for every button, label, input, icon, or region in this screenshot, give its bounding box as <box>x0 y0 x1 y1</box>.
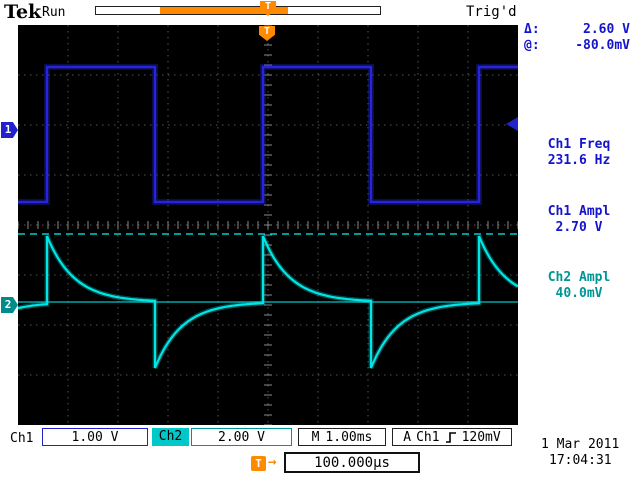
trigger-source: Ch1 <box>416 429 440 445</box>
measurement-value: 231.6 Hz <box>547 153 611 168</box>
center-horizontal-axis-ticks <box>17 221 519 229</box>
trigger-position-marker-record[interactable]: T <box>260 1 276 16</box>
measurement-ch2-ampl: Ch2 Ampl 40.0mV <box>520 270 638 302</box>
rising-slope-icon <box>445 432 456 443</box>
ch1-trace[interactable] <box>18 65 518 204</box>
cursor-readout: Δ: 2.60 V @: -80.0mV <box>524 22 630 54</box>
delay-arrow-icon: → <box>268 454 277 470</box>
tek-logo: Tek <box>4 1 42 23</box>
cursor-delta-row: Δ: 2.60 V <box>524 22 630 38</box>
graticule-svg <box>17 24 520 426</box>
ch1-ground-marker[interactable]: 1 <box>1 122 18 138</box>
ch1-label: Ch1 <box>10 431 34 446</box>
ch1-scale-value: 1.00 V <box>71 429 119 445</box>
ch2-ground-marker[interactable]: 2 <box>1 297 18 313</box>
cursor-at-value: -80.0mV <box>575 38 630 53</box>
record-view-window[interactable] <box>160 7 288 14</box>
measurement-label: Ch2 Ampl <box>547 270 611 285</box>
trigger-readout[interactable]: A Ch1 120mV <box>392 428 512 446</box>
trigger-marker-letter: T <box>264 1 272 12</box>
measurement-value: 2.70 V <box>555 220 603 235</box>
ch2-label[interactable]: Ch2 <box>152 428 189 446</box>
trigger-delay-value: 100.000µs <box>314 454 390 471</box>
clock-readout: 17:04:31 <box>549 453 612 468</box>
measurement-label: Ch1 Freq <box>547 137 611 152</box>
delay-trigger-icon: T <box>251 456 266 471</box>
measurement-label: Ch1 Ampl <box>547 204 611 219</box>
ch2-scale-value: 2.00 V <box>218 429 265 445</box>
cursor-at-label: @: <box>524 38 540 53</box>
trigger-level-value: 120mV <box>461 429 501 445</box>
measurement-ch1-freq: Ch1 Freq 231.6 Hz <box>520 137 638 169</box>
trigger-delay-readout[interactable]: 100.000µs <box>284 452 420 473</box>
cursor-delta-value: 2.60 V <box>583 22 630 37</box>
trigger-marker-letter: T <box>263 26 271 37</box>
measurement-ch1-ampl: Ch1 Ampl 2.70 V <box>520 204 638 236</box>
acquisition-status: Run <box>42 5 66 20</box>
ch2-trace[interactable] <box>17 235 519 369</box>
date-readout: 1 Mar 2011 <box>541 437 620 452</box>
timebase-label: M <box>311 429 320 445</box>
trigger-status: Trig'd <box>466 4 517 20</box>
timebase-value: 1.00ms <box>325 429 373 445</box>
timebase-readout[interactable]: M 1.00ms <box>298 428 386 446</box>
ch2-scale-readout[interactable]: 2.00 V <box>191 428 292 446</box>
measurement-value: 40.0mV <box>555 286 603 301</box>
record-view-bar <box>95 6 381 15</box>
trigger-level-arrow-icon[interactable] <box>506 117 518 131</box>
trigger-a-label: A <box>403 429 412 445</box>
trigger-position-marker-graticule[interactable]: T <box>259 26 275 41</box>
cursor-at-row: @: -80.0mV <box>524 38 630 54</box>
ch1-scale-readout[interactable]: 1.00 V <box>42 428 148 446</box>
cursor-delta-label: Δ: <box>524 22 540 37</box>
graticule <box>17 24 520 426</box>
